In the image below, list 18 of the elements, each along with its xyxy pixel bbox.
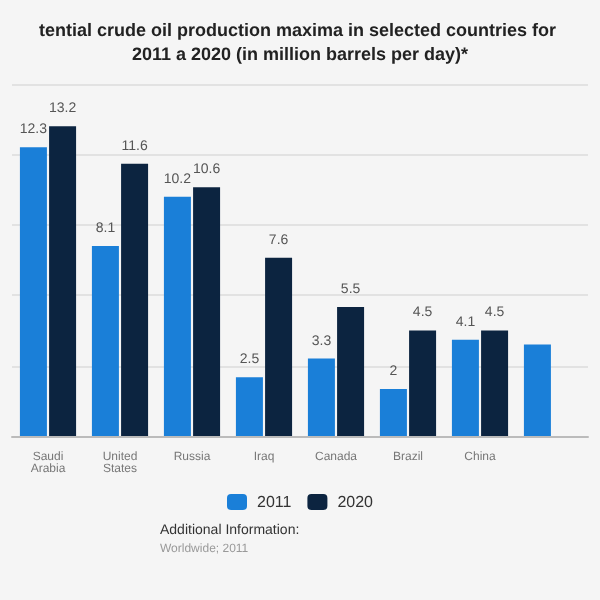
bar — [451, 339, 479, 436]
bar — [19, 147, 47, 436]
bar — [163, 196, 191, 436]
chart-title: tential crude oil production maxima in selected countries for 2011 a 2020 (in million barrels per day)* — [38, 20, 562, 64]
bar — [235, 377, 263, 436]
bar — [91, 245, 119, 436]
bar — [49, 126, 77, 436]
bar — [409, 330, 437, 436]
legend-label: 2020 — [337, 493, 375, 511]
bar — [307, 358, 335, 436]
bar — [523, 344, 551, 436]
bar — [121, 163, 149, 436]
bar — [481, 330, 509, 436]
bar — [265, 257, 293, 436]
bar — [337, 306, 365, 436]
bar — [193, 187, 221, 436]
legend-label: 2011 — [257, 493, 293, 511]
bar — [379, 389, 407, 436]
